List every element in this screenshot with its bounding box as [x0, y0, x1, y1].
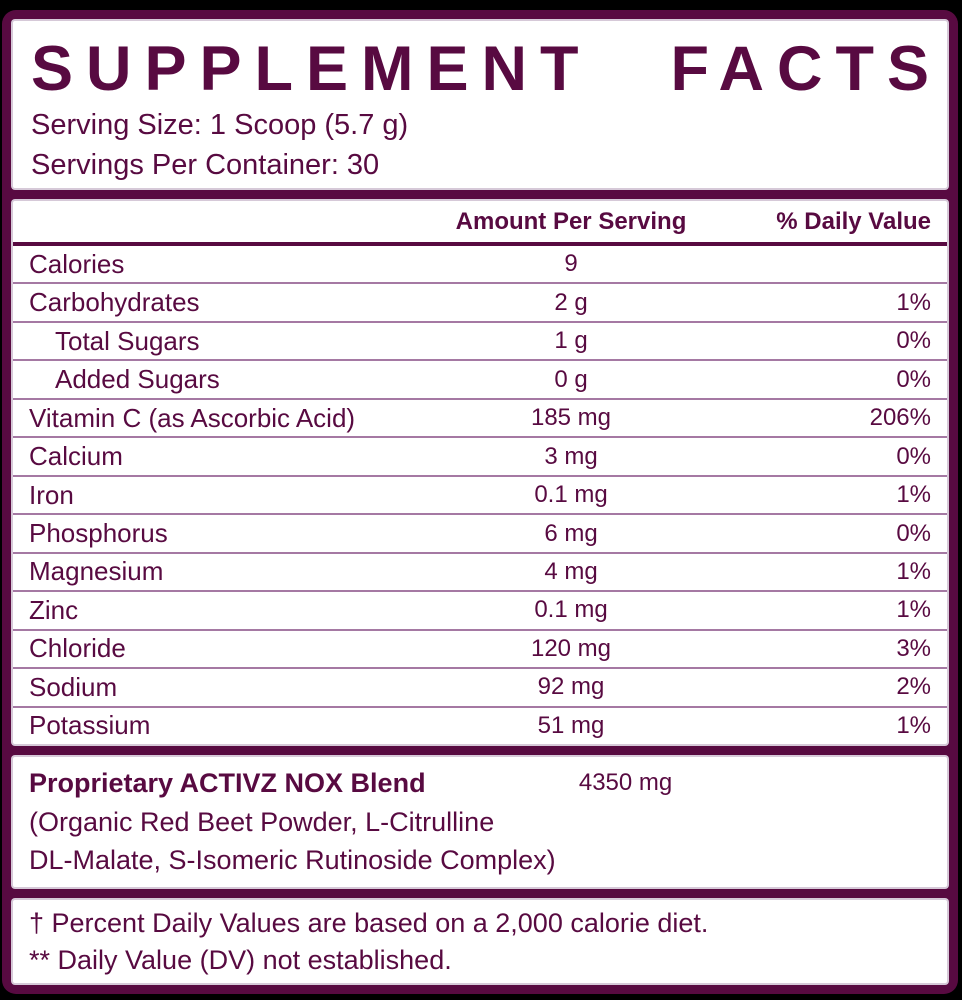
- nutrient-name: Total Sugars: [55, 325, 200, 356]
- nutrient-rows: Calories 9 Carbohydrates 2 g 1% Total Sugars 1…: [13, 246, 947, 744]
- title-word-2: FACTS: [670, 34, 942, 104]
- nutrient-daily-value: 2%: [896, 673, 931, 701]
- nutrient-daily-value: 1%: [896, 481, 931, 509]
- table-row: Potassium 51 mg 1%: [13, 705, 947, 744]
- footnote-dv-not-established: ** Daily Value (DV) not established.: [29, 945, 452, 975]
- nutrient-name: Vitamin C (as Ascorbic Acid): [29, 402, 356, 433]
- nutrient-amount: 4 mg: [544, 557, 598, 585]
- nutrient-name: Added Sugars: [55, 364, 220, 395]
- nutrient-amount: 92 mg: [537, 673, 605, 701]
- nutrient-daily-value: 0%: [896, 519, 931, 547]
- nutrient-daily-value: 0%: [896, 327, 931, 355]
- blend-ingredients-line-2: DL-Malate, S-Isomeric Rutinoside Complex…: [29, 845, 556, 875]
- table-header-row: Amount Per Serving % Daily Value: [13, 201, 947, 242]
- table-row: Calcium 3 mg 0%: [13, 436, 947, 474]
- serving-size: Serving Size: 1 Scoop (5.7 g): [31, 109, 409, 141]
- amount-column-header: Amount Per Serving: [455, 207, 687, 235]
- nutrient-amount: 6 mg: [544, 519, 598, 547]
- table-row: Vitamin C (as Ascorbic Acid) 185 mg 206%: [13, 397, 947, 436]
- nutrient-amount: 0 g: [554, 365, 588, 393]
- supplement-facts-label: SUPPLEMENT FACTS Serving Size: 1 Scoop (…: [2, 10, 958, 994]
- nutrient-amount: 9: [564, 250, 578, 278]
- nutrient-daily-value: 1%: [896, 288, 931, 316]
- nutrient-name: Sodium: [29, 671, 118, 702]
- table-row: Added Sugars 0 g 0%: [13, 359, 947, 397]
- table-row: Phosphorus 6 mg 0%: [13, 513, 947, 551]
- nutrient-daily-value: 1%: [896, 711, 931, 739]
- nutrient-name: Potassium: [29, 710, 151, 741]
- nutrient-daily-value: 0%: [896, 365, 931, 393]
- table-row: Carbohydrates 2 g 1%: [13, 282, 947, 320]
- table-row: Calories 9: [13, 246, 947, 282]
- footnote-daily-values: † Percent Daily Values are based on a 2,…: [29, 908, 709, 938]
- nutrient-daily-value: 206%: [869, 404, 931, 432]
- footnotes-panel: † Percent Daily Values are based on a 2,…: [13, 900, 947, 983]
- nutrient-name: Phosphorus: [29, 518, 168, 549]
- daily-value-column-header: % Daily Value: [776, 207, 931, 235]
- nutrient-name: Calories: [29, 248, 125, 279]
- blend-name: Proprietary ACTIVZ NOX Blend: [29, 767, 426, 798]
- nutrient-amount: 2 g: [554, 288, 588, 316]
- nutrient-name: Magnesium: [29, 556, 164, 587]
- servings-per-container: Servings Per Container: 30: [31, 149, 380, 181]
- nutrient-amount: 0.1 mg: [534, 596, 608, 624]
- nutrition-table: Amount Per Serving % Daily Value Calorie…: [13, 201, 947, 744]
- nutrient-name: Calcium: [29, 441, 123, 472]
- nutrient-name: Carbohydrates: [29, 287, 200, 318]
- nutrient-amount: 185 mg: [530, 404, 612, 432]
- nutrient-daily-value: 3%: [896, 634, 931, 662]
- table-row: Sodium 92 mg 2%: [13, 667, 947, 705]
- nutrient-name: Chloride: [29, 633, 126, 664]
- blend-daily-value: **: [826, 763, 962, 797]
- nutrient-amount: 51 mg: [537, 711, 605, 739]
- table-row: Total Sugars 1 g 0%: [13, 320, 947, 359]
- blend-row: Proprietary ACTIVZ NOX Blend 4350 mg **: [13, 763, 947, 803]
- nutrient-daily-value: 1%: [896, 596, 931, 624]
- table-row: Iron 0.1 mg 1%: [13, 474, 947, 513]
- header-panel: SUPPLEMENT FACTS Serving Size: 1 Scoop (…: [13, 21, 947, 188]
- blend-ingredients-line-1: (Organic Red Beet Powder, L-Citrulline: [29, 807, 495, 837]
- page-title: SUPPLEMENT FACTS: [31, 33, 929, 105]
- table-row: Magnesium 4 mg 1%: [13, 551, 947, 590]
- nutrient-name: Iron: [29, 479, 74, 510]
- nutrient-amount: 0.1 mg: [534, 481, 608, 509]
- nutrient-amount: 1 g: [554, 327, 588, 355]
- blend-amount: 4350 mg: [578, 769, 673, 796]
- nutrient-amount: 3 mg: [544, 442, 598, 470]
- table-row: Chloride 120 mg 3%: [13, 628, 947, 667]
- nutrient-daily-value: 0%: [896, 442, 931, 470]
- title-word-1: SUPPLEMENT: [31, 34, 592, 104]
- header-divider: [13, 242, 947, 246]
- nutrient-amount: 120 mg: [530, 634, 612, 662]
- nutrient-name: Zinc: [29, 594, 79, 625]
- table-row: Zinc 0.1 mg 1%: [13, 590, 947, 628]
- proprietary-blend-panel: Proprietary ACTIVZ NOX Blend 4350 mg ** …: [13, 757, 947, 887]
- nutrient-daily-value: 1%: [896, 557, 931, 585]
